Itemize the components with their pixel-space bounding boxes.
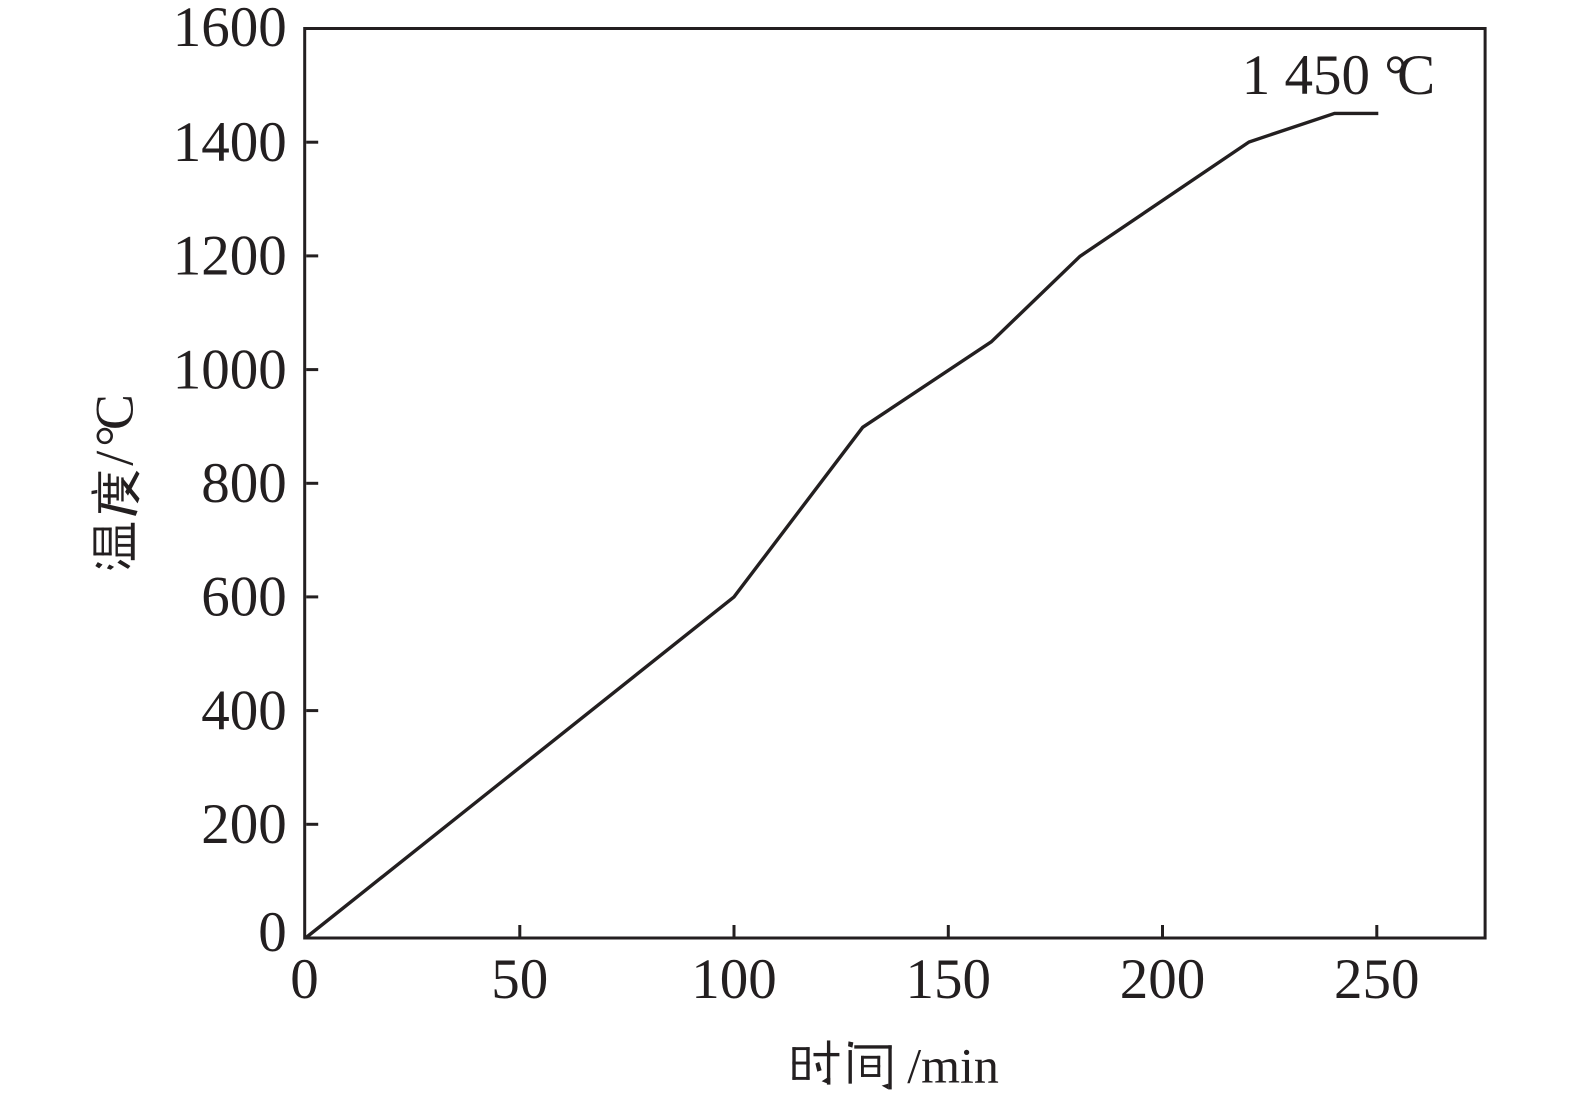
svg-text:1400: 1400	[173, 111, 287, 174]
svg-text:200: 200	[1120, 948, 1206, 1011]
svg-text:1000: 1000	[173, 338, 287, 401]
svg-text:800: 800	[201, 452, 287, 515]
svg-text:0: 0	[290, 948, 319, 1011]
svg-text:250: 250	[1334, 948, 1420, 1011]
svg-text:/min: /min	[907, 1038, 999, 1094]
svg-text:200: 200	[201, 793, 287, 856]
svg-text:/°C: /°C	[85, 394, 145, 466]
svg-text:1600: 1600	[173, 0, 287, 59]
svg-text:0: 0	[258, 901, 287, 964]
svg-text:400: 400	[201, 679, 287, 742]
svg-text:600: 600	[201, 566, 287, 629]
svg-text:100: 100	[691, 948, 777, 1011]
svg-text:1 450 °C: 1 450 °C	[1242, 44, 1435, 107]
svg-text:50: 50	[491, 948, 548, 1011]
svg-text:1200: 1200	[173, 225, 287, 288]
svg-text:150: 150	[906, 948, 992, 1011]
